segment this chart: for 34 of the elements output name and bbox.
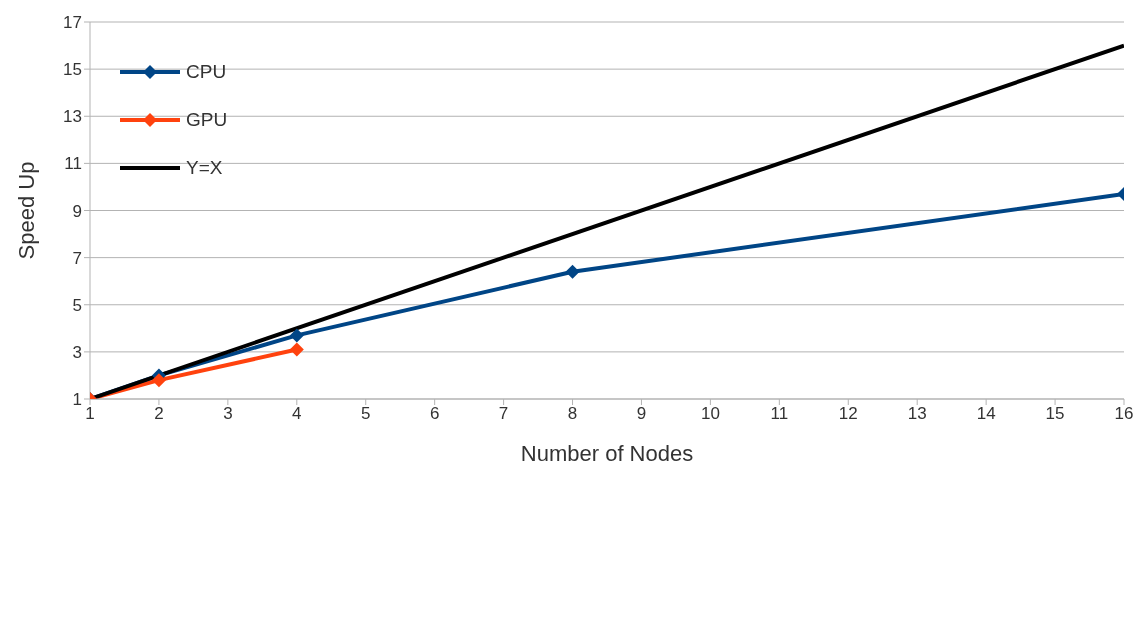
y-tick-label: 3: [72, 342, 82, 362]
y-tick-label: 15: [63, 60, 82, 80]
y-tick-label: 7: [72, 248, 82, 268]
x-tick-label: 3: [223, 404, 233, 424]
y-tick-label: 5: [72, 295, 82, 315]
x-tick-label: 11: [770, 404, 789, 424]
x-tick-label: 9: [636, 404, 647, 424]
point: [565, 264, 580, 279]
point: [151, 373, 166, 388]
point: [289, 328, 304, 343]
x-tick-label: 6: [429, 404, 440, 424]
y-tick-label: 13: [63, 107, 82, 127]
x-tick-label: 8: [567, 404, 578, 424]
x-tick-label: 7: [498, 404, 509, 424]
legend-label: GPU: [186, 109, 228, 131]
x-tick-label: 5: [361, 404, 371, 424]
y-axis-title: Speed Up: [13, 161, 39, 260]
x-tick-label: 2: [154, 404, 164, 424]
x-tick-label: 1: [85, 404, 95, 424]
x-tick-label: 4: [292, 404, 302, 424]
point: [289, 342, 304, 357]
x-tick-label: 12: [838, 404, 858, 424]
x-tick-label: 15: [1045, 404, 1065, 424]
y-tick-label: 17: [63, 13, 82, 33]
y-tick-label: 9: [72, 201, 82, 221]
x-tick-label: 16: [1114, 404, 1134, 424]
x-tick-label: 13: [907, 404, 927, 424]
y-tick-label: 11: [64, 154, 82, 174]
x-tick-label: 14: [976, 404, 996, 424]
x-axis-title: Number of Nodes: [520, 441, 694, 466]
legend-label: CPU: [186, 61, 227, 83]
x-tick-label: 10: [700, 404, 720, 424]
legend-label: Y=X: [186, 157, 223, 179]
y-tick-label: 1: [72, 390, 82, 410]
